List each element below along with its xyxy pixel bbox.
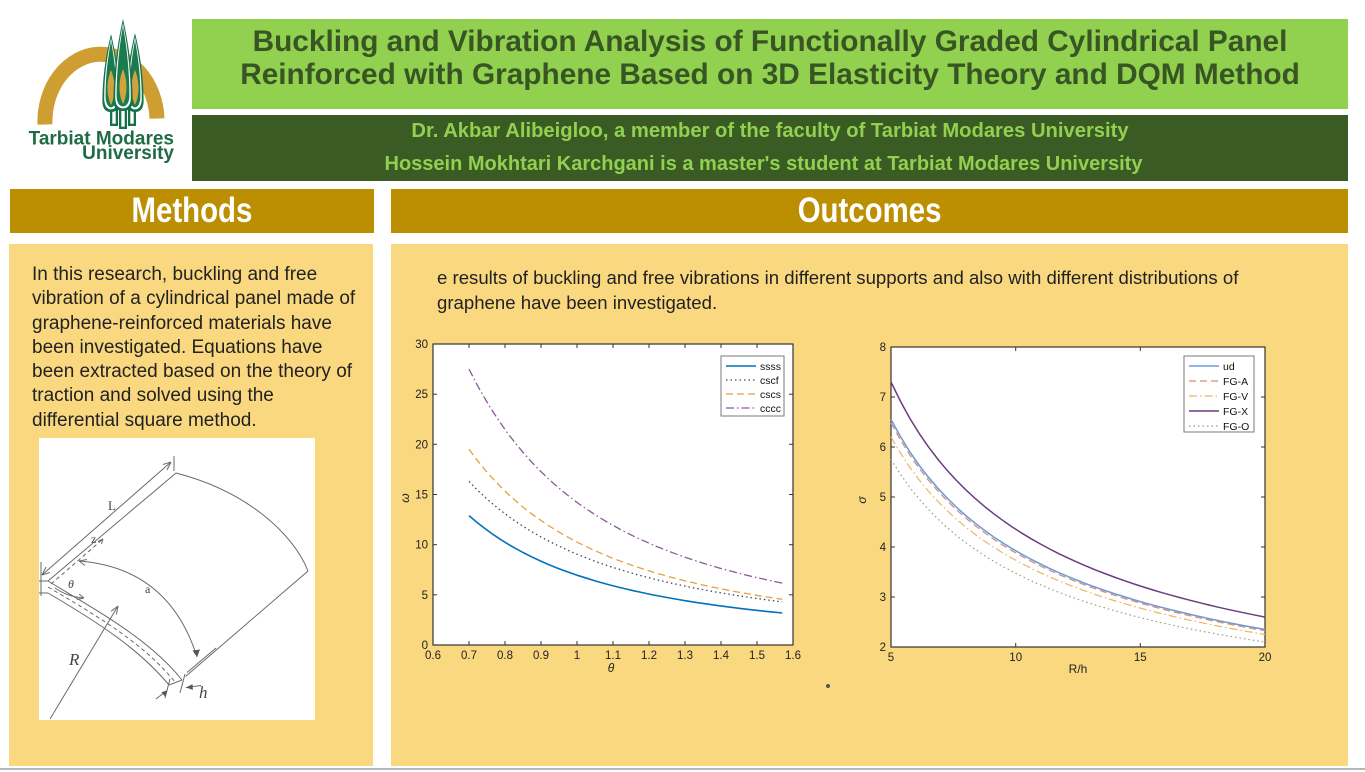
svg-text:3: 3 xyxy=(880,592,886,604)
svg-text:0.7: 0.7 xyxy=(461,650,477,662)
svg-text:10: 10 xyxy=(415,540,428,552)
svg-text:15: 15 xyxy=(1134,652,1147,664)
svg-text:1.2: 1.2 xyxy=(641,650,657,662)
svg-text:R: R xyxy=(68,650,80,669)
svg-text:h: h xyxy=(199,683,208,702)
svg-text:1.4: 1.4 xyxy=(713,650,730,662)
svg-text:R/h: R/h xyxy=(1069,662,1088,676)
svg-text:1.6: 1.6 xyxy=(785,650,801,662)
svg-text:4: 4 xyxy=(880,542,887,554)
svg-text:ssss: ssss xyxy=(760,361,781,373)
svg-text:σ: σ xyxy=(855,496,869,504)
svg-text:1.5: 1.5 xyxy=(749,650,765,662)
svg-text:1.3: 1.3 xyxy=(677,650,693,662)
svg-text:University: University xyxy=(82,143,174,164)
svg-text:5: 5 xyxy=(880,492,886,504)
svg-text:θ: θ xyxy=(608,661,615,675)
svg-text:10: 10 xyxy=(1009,652,1022,664)
svg-text:15: 15 xyxy=(415,490,428,502)
svg-text:0: 0 xyxy=(422,640,428,652)
svg-text:FG-O: FG-O xyxy=(1223,421,1249,433)
svg-text:0.9: 0.9 xyxy=(533,650,549,662)
svg-text:6: 6 xyxy=(880,442,886,454)
svg-text:cccc: cccc xyxy=(760,403,781,415)
svg-text:0.6: 0.6 xyxy=(425,650,441,662)
svg-text:5: 5 xyxy=(422,590,428,602)
svg-text:θ: θ xyxy=(68,577,74,591)
svg-text:20: 20 xyxy=(415,439,428,451)
svg-text:0.8: 0.8 xyxy=(497,650,513,662)
svg-text:1.1: 1.1 xyxy=(605,650,621,662)
svg-text:25: 25 xyxy=(415,389,428,401)
svg-text:FG-A: FG-A xyxy=(1223,376,1248,388)
svg-text:L: L xyxy=(108,498,116,513)
svg-text:8: 8 xyxy=(880,342,886,354)
svg-text:z: z xyxy=(91,532,96,546)
svg-text:2: 2 xyxy=(880,642,886,654)
svg-text:7: 7 xyxy=(880,392,886,404)
svg-text:ud: ud xyxy=(1223,361,1235,373)
svg-text:1: 1 xyxy=(574,650,580,662)
svg-text:a: a xyxy=(145,582,151,596)
svg-text:cscf: cscf xyxy=(760,375,779,387)
svg-text:5: 5 xyxy=(888,652,894,664)
svg-text:Tarbiat Modares: Tarbiat Modares xyxy=(29,129,174,150)
svg-text:FG-X: FG-X xyxy=(1223,406,1248,418)
svg-text:20: 20 xyxy=(1259,652,1272,664)
svg-text:cscs: cscs xyxy=(760,389,781,401)
svg-text:FG-V: FG-V xyxy=(1223,391,1248,403)
svg-text:30: 30 xyxy=(415,339,428,351)
svg-text:ω: ω xyxy=(398,493,412,502)
